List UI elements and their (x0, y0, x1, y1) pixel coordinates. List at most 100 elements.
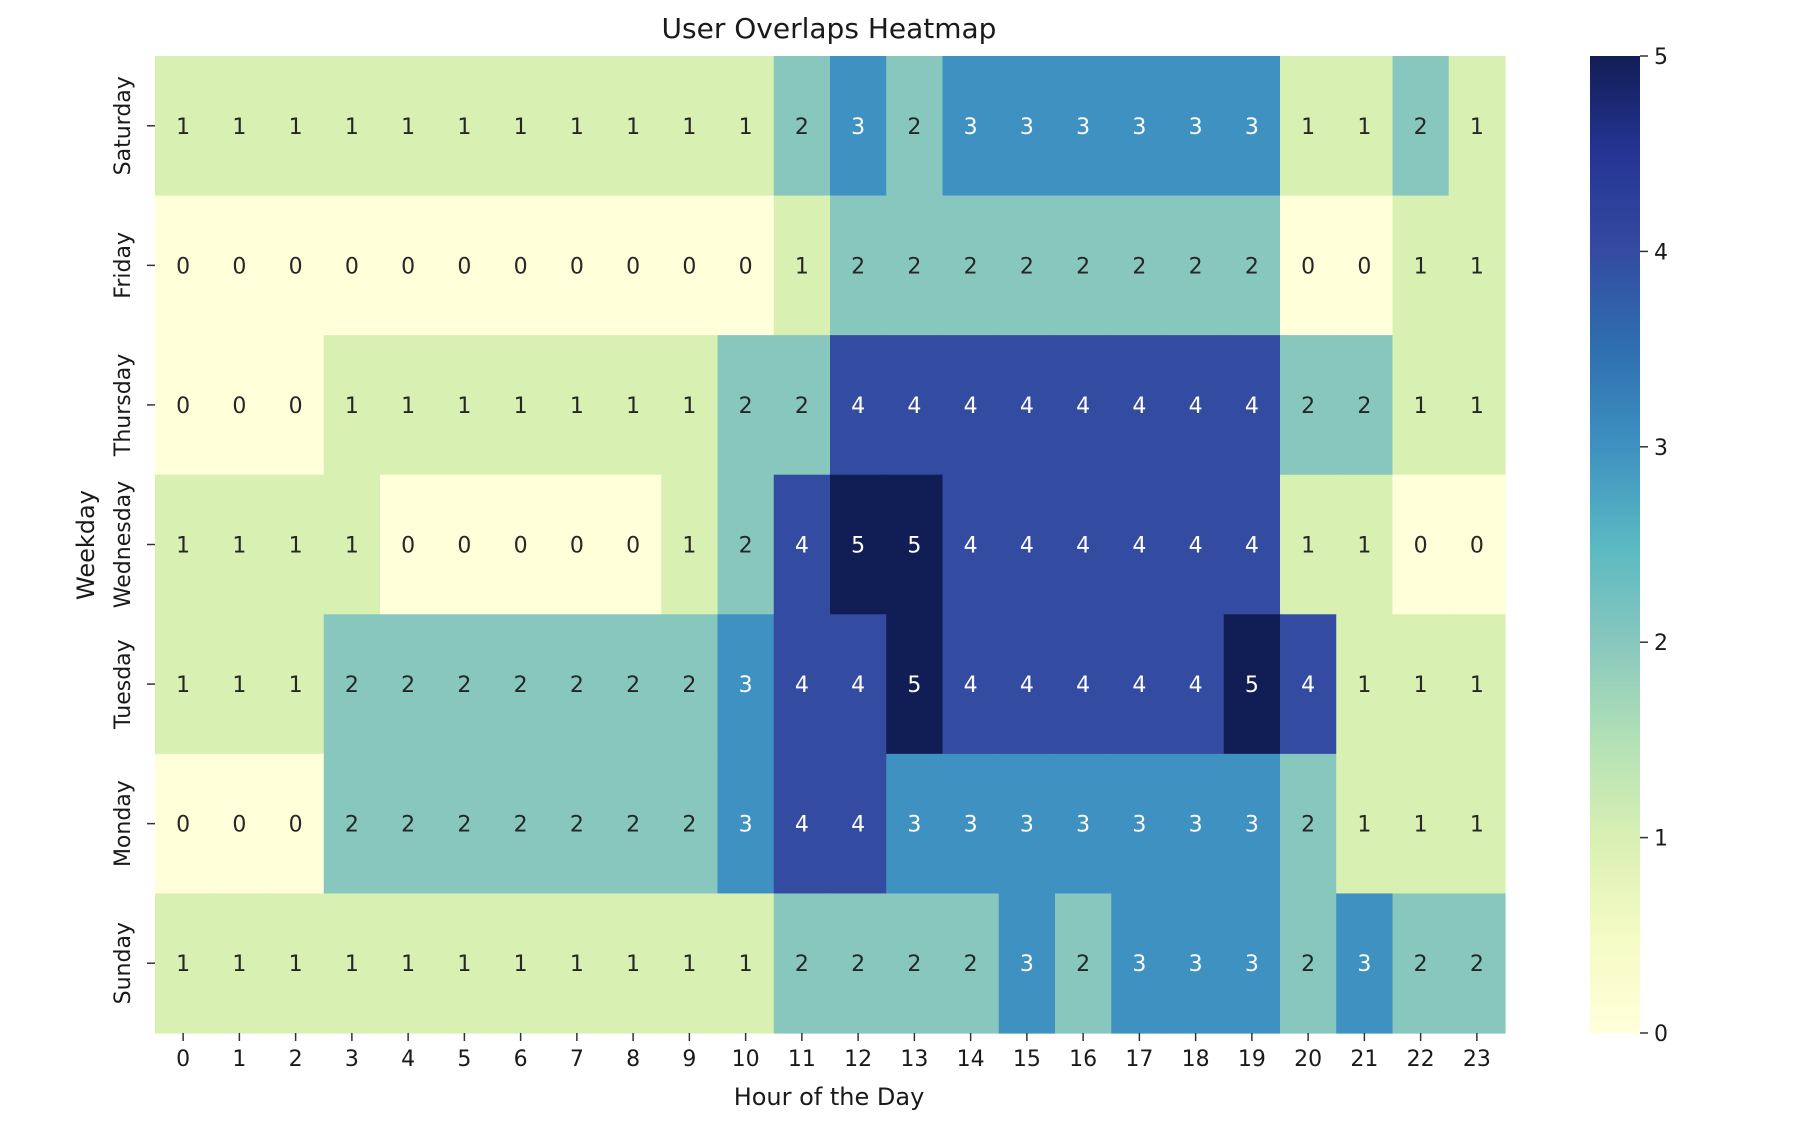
heatmap-cell (886, 614, 944, 755)
heatmap-cell (773, 195, 831, 336)
x-tick-label: 10 (732, 1047, 760, 1072)
cell-value-label: 0 (570, 254, 584, 279)
heatmap-cell (1223, 893, 1281, 1034)
heatmap-cell (436, 753, 494, 895)
cell-value-label: 3 (1189, 115, 1203, 140)
heatmap-cell (886, 893, 944, 1034)
heatmap-cell (155, 753, 212, 895)
cell-value-label: 2 (1245, 254, 1259, 279)
heatmap-cell (492, 335, 550, 476)
heatmap-cell (942, 753, 1000, 895)
colorbar-tick-label: 1 (1654, 827, 1668, 852)
cell-value-label: 5 (907, 673, 921, 698)
heatmap-cell (773, 893, 831, 1034)
cell-value-label: 2 (514, 673, 528, 698)
heatmap-cell (267, 753, 325, 895)
cell-value-label: 3 (1189, 952, 1203, 977)
heatmap-cell (267, 195, 325, 336)
heatmap-cell (1167, 56, 1225, 197)
heatmap-cell (1223, 753, 1281, 895)
heatmap-cell (886, 753, 944, 895)
x-tick-label: 19 (1238, 1047, 1266, 1072)
cell-value-label: 3 (1245, 813, 1259, 838)
cell-value-label: 4 (1189, 534, 1203, 559)
cell-value-label: 1 (682, 394, 696, 419)
heatmap-cell (211, 893, 269, 1034)
heatmap-cell (155, 335, 212, 476)
heatmap-cell (492, 893, 550, 1034)
heatmap-cell (492, 614, 550, 755)
heatmap-cell (830, 893, 887, 1034)
cell-value-label: 1 (514, 394, 528, 419)
heatmap-cell (942, 474, 1000, 615)
heatmap-cell (998, 195, 1056, 336)
heatmap-cell (436, 56, 494, 197)
cell-value-label: 1 (345, 394, 359, 419)
cell-value-label: 1 (232, 115, 246, 140)
cell-value-label: 0 (176, 254, 190, 279)
heatmap-cells (155, 56, 1506, 1034)
cell-value-label: 3 (1020, 952, 1034, 977)
heatmap-cell (661, 56, 719, 197)
heatmap-cell (661, 474, 719, 615)
x-tick-label: 2 (289, 1047, 303, 1072)
cell-value-label: 4 (851, 813, 865, 838)
x-tick-label: 21 (1350, 1047, 1378, 1072)
heatmap-cell (436, 893, 494, 1034)
cell-value-label: 1 (176, 115, 190, 140)
cell-value-label: 0 (176, 813, 190, 838)
heatmap-cell (1280, 195, 1337, 336)
cell-value-label: 1 (345, 952, 359, 977)
heatmap-cell (1448, 56, 1506, 197)
heatmap-cell (1055, 56, 1112, 197)
heatmap-cell (605, 474, 662, 615)
y-tick-label: Tuesday (111, 639, 136, 730)
cell-value-label: 2 (907, 952, 921, 977)
colorbar-tick-label: 3 (1654, 436, 1668, 461)
heatmap-cell (661, 335, 719, 476)
heatmap-cell (1448, 753, 1506, 895)
cell-value-label: 2 (1301, 952, 1315, 977)
heatmap-cell (492, 753, 550, 895)
heatmap-cell (267, 474, 325, 615)
cell-value-label: 1 (176, 534, 190, 559)
cell-value-label: 4 (851, 394, 865, 419)
cell-value-label: 3 (1132, 813, 1146, 838)
cell-value-label: 1 (1357, 673, 1371, 698)
cell-value-label: 1 (626, 952, 640, 977)
cell-value-label: 4 (1301, 673, 1315, 698)
chart-title: User Overlaps Heatmap (662, 12, 997, 45)
heatmap-cell (886, 195, 944, 336)
cell-value-label: 2 (401, 673, 415, 698)
cell-value-label: 2 (795, 394, 809, 419)
cell-value-label: 0 (1301, 254, 1315, 279)
colorbar-tick-label: 2 (1654, 631, 1668, 656)
cell-value-label: 1 (1414, 673, 1428, 698)
cell-value-label: 1 (176, 952, 190, 977)
cell-value-label: 3 (1245, 115, 1259, 140)
cell-value-label: 1 (289, 534, 303, 559)
cell-value-label: 0 (514, 534, 528, 559)
x-tick-label: 16 (1069, 1047, 1097, 1072)
cell-value-label: 1 (514, 952, 528, 977)
heatmap-cell (380, 474, 437, 615)
heatmap-cell (942, 614, 1000, 755)
heatmap-cell (211, 195, 269, 336)
heatmap-cell (661, 195, 719, 336)
heatmap-cell (323, 893, 381, 1034)
heatmap-cell (436, 335, 494, 476)
heatmap-cell (1055, 195, 1112, 336)
heatmap-cell (1280, 614, 1337, 755)
cell-value-label: 1 (401, 952, 415, 977)
heatmap-cell (548, 474, 606, 615)
cell-value-label: 4 (1245, 394, 1259, 419)
cell-value-label: 2 (1189, 254, 1203, 279)
cell-value-label: 4 (1132, 673, 1146, 698)
heatmap-cell (605, 893, 662, 1034)
heatmap-cell (267, 893, 325, 1034)
heatmap-cell (1055, 893, 1112, 1034)
y-axis-label: Weekday (72, 490, 100, 600)
heatmap-cell (323, 614, 381, 755)
cell-value-label: 1 (739, 952, 753, 977)
cell-value-label: 1 (401, 394, 415, 419)
